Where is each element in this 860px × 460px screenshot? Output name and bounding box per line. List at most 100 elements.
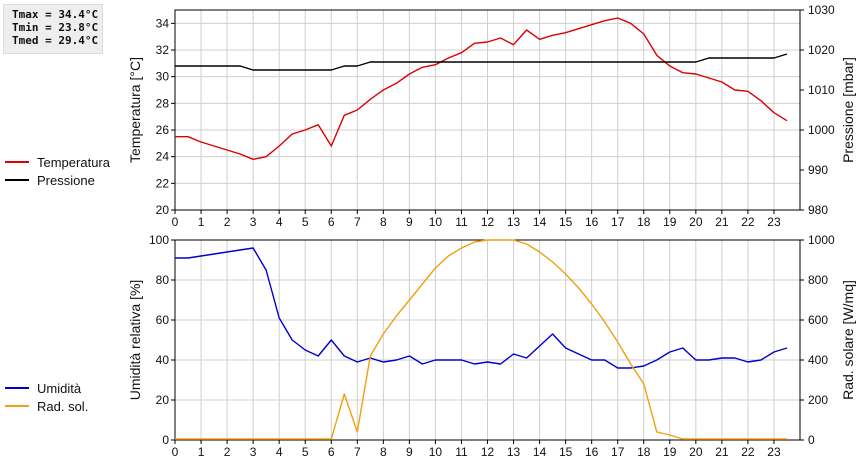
x-tick-label: 3 bbox=[250, 215, 257, 229]
x-tick-label: 16 bbox=[585, 215, 599, 229]
x-tick-label: 13 bbox=[507, 445, 521, 459]
x-tick-label: 19 bbox=[663, 215, 677, 229]
x-tick-label: 17 bbox=[611, 215, 625, 229]
y-tick-label: 22 bbox=[156, 176, 170, 190]
x-tick-label: 20 bbox=[689, 215, 703, 229]
panel-2: 0 1 2 3 4 5 6 7 8 9 10 11 12 13 14 15 16 17 18 19 20 21 22 2302… bbox=[127, 233, 856, 459]
x-tick-label: 13 bbox=[507, 215, 521, 229]
panel-1: 0 1 2 3 4 5 6 7 8 9 10 11 12 13 14 15 16 17 18 19 20 21 22 2320… bbox=[127, 3, 856, 229]
y2-axis-label: Rad. solare [W/mq] bbox=[840, 280, 856, 400]
x-tick-label: 10 bbox=[429, 215, 443, 229]
y2-tick-label: 0 bbox=[808, 433, 815, 447]
x-tick-label: 3 bbox=[250, 445, 257, 459]
x-tick-label: 6 bbox=[328, 215, 335, 229]
y-tick-label: 60 bbox=[156, 313, 170, 327]
x-tick-label: 1 bbox=[198, 445, 205, 459]
legend-item-pressione: Pressione bbox=[5, 171, 110, 189]
x-tick-label: 18 bbox=[637, 445, 651, 459]
y2-tick-label: 1000 bbox=[808, 123, 835, 137]
x-tick-label: 7 bbox=[354, 215, 361, 229]
x-tick-label: 23 bbox=[767, 215, 781, 229]
legend-label: Temperatura bbox=[37, 154, 110, 170]
y-tick-label: 40 bbox=[156, 353, 170, 367]
x-tick-label: 0 bbox=[172, 445, 179, 459]
x-tick-label: 14 bbox=[533, 215, 547, 229]
temperature-stats-box: Tmax = 34.4°C Tmin = 23.8°C Tmed = 29.4°… bbox=[3, 4, 103, 54]
y2-tick-label: 1030 bbox=[808, 3, 835, 17]
y-tick-label: 32 bbox=[156, 43, 170, 57]
y-tick-label: 24 bbox=[156, 150, 170, 164]
x-tick-label: 9 bbox=[406, 215, 413, 229]
y-tick-label: 26 bbox=[156, 123, 170, 137]
y-tick-label: 34 bbox=[156, 16, 170, 30]
x-tick-label: 9 bbox=[406, 445, 413, 459]
y2-tick-label: 200 bbox=[808, 393, 828, 407]
x-tick-label: 19 bbox=[663, 445, 677, 459]
y2-tick-label: 1020 bbox=[808, 43, 835, 57]
x-tick-label: 5 bbox=[302, 215, 309, 229]
temperatura-swatch bbox=[5, 161, 29, 163]
tmed-text: Tmed = 29.4°C bbox=[12, 34, 99, 47]
plot-frame bbox=[174, 9, 801, 211]
x-tick-label: 12 bbox=[481, 215, 495, 229]
y2-tick-label: 600 bbox=[808, 313, 828, 327]
y2-tick-label: 400 bbox=[808, 353, 828, 367]
x-tick-label: 1 bbox=[198, 215, 205, 229]
y-tick-label: 100 bbox=[149, 233, 169, 247]
legend-item-temperatura: Temperatura bbox=[5, 153, 110, 171]
x-tick-label: 2 bbox=[224, 215, 231, 229]
x-tick-label: 14 bbox=[533, 445, 547, 459]
x-tick-label: 18 bbox=[637, 215, 651, 229]
y-tick-label: 80 bbox=[156, 273, 170, 287]
y2-tick-label: 980 bbox=[808, 203, 828, 217]
series-line-temperatura bbox=[175, 17, 788, 161]
x-tick-label: 6 bbox=[328, 445, 335, 459]
x-tick-label: 16 bbox=[585, 445, 599, 459]
x-tick-label: 11 bbox=[455, 445, 468, 459]
x-tick-label: 11 bbox=[455, 215, 468, 229]
x-tick-label: 15 bbox=[559, 215, 573, 229]
legend-label: Umidità bbox=[37, 380, 82, 396]
series-line-pressione bbox=[175, 53, 788, 71]
x-tick-label: 21 bbox=[715, 445, 729, 459]
x-tick-label: 5 bbox=[302, 445, 309, 459]
tmax-text: Tmax = 34.4°C bbox=[12, 8, 99, 21]
legend-bottom: Umidità Rad. sol. bbox=[5, 379, 88, 415]
y-tick-label: 30 bbox=[156, 70, 170, 84]
legend-label: Pressione bbox=[37, 172, 95, 188]
pressione-swatch bbox=[5, 179, 29, 181]
x-tick-label: 22 bbox=[741, 215, 755, 229]
x-tick-label: 7 bbox=[354, 445, 361, 459]
x-tick-label: 20 bbox=[689, 445, 703, 459]
x-tick-label: 17 bbox=[611, 445, 625, 459]
y-axis-label: Umidità relativa [%] bbox=[127, 280, 143, 401]
legend-item-radsol: Rad. sol. bbox=[5, 397, 88, 415]
x-tick-label: 4 bbox=[276, 215, 283, 229]
x-tick-label: 21 bbox=[715, 215, 729, 229]
legend-item-umidita: Umidità bbox=[5, 379, 88, 397]
x-tick-label: 23 bbox=[767, 445, 781, 459]
x-tick-label: 0 bbox=[172, 215, 179, 229]
series-line-umidit bbox=[175, 247, 788, 369]
radsol-swatch bbox=[5, 405, 29, 407]
x-tick-label: 4 bbox=[276, 445, 283, 459]
tmin-text: Tmin = 23.8°C bbox=[12, 21, 99, 34]
x-tick-label: 2 bbox=[224, 445, 231, 459]
y-tick-label: 28 bbox=[156, 96, 170, 110]
y2-tick-label: 1000 bbox=[808, 233, 835, 247]
y2-tick-label: 1010 bbox=[808, 83, 835, 97]
y-tick-label: 20 bbox=[156, 393, 170, 407]
x-tick-label: 15 bbox=[559, 445, 573, 459]
x-tick-label: 10 bbox=[429, 445, 443, 459]
umidita-swatch bbox=[5, 387, 29, 389]
y2-axis-label: Pressione [mbar] bbox=[840, 57, 856, 163]
series-line-rad-sol bbox=[175, 239, 787, 440]
x-tick-label: 8 bbox=[380, 445, 387, 459]
x-tick-label: 8 bbox=[380, 215, 387, 229]
legend-top: Temperatura Pressione bbox=[5, 153, 110, 189]
x-tick-label: 22 bbox=[741, 445, 755, 459]
y2-tick-label: 990 bbox=[808, 163, 828, 177]
x-tick-label: 12 bbox=[481, 445, 495, 459]
y-tick-label: 20 bbox=[156, 203, 170, 217]
